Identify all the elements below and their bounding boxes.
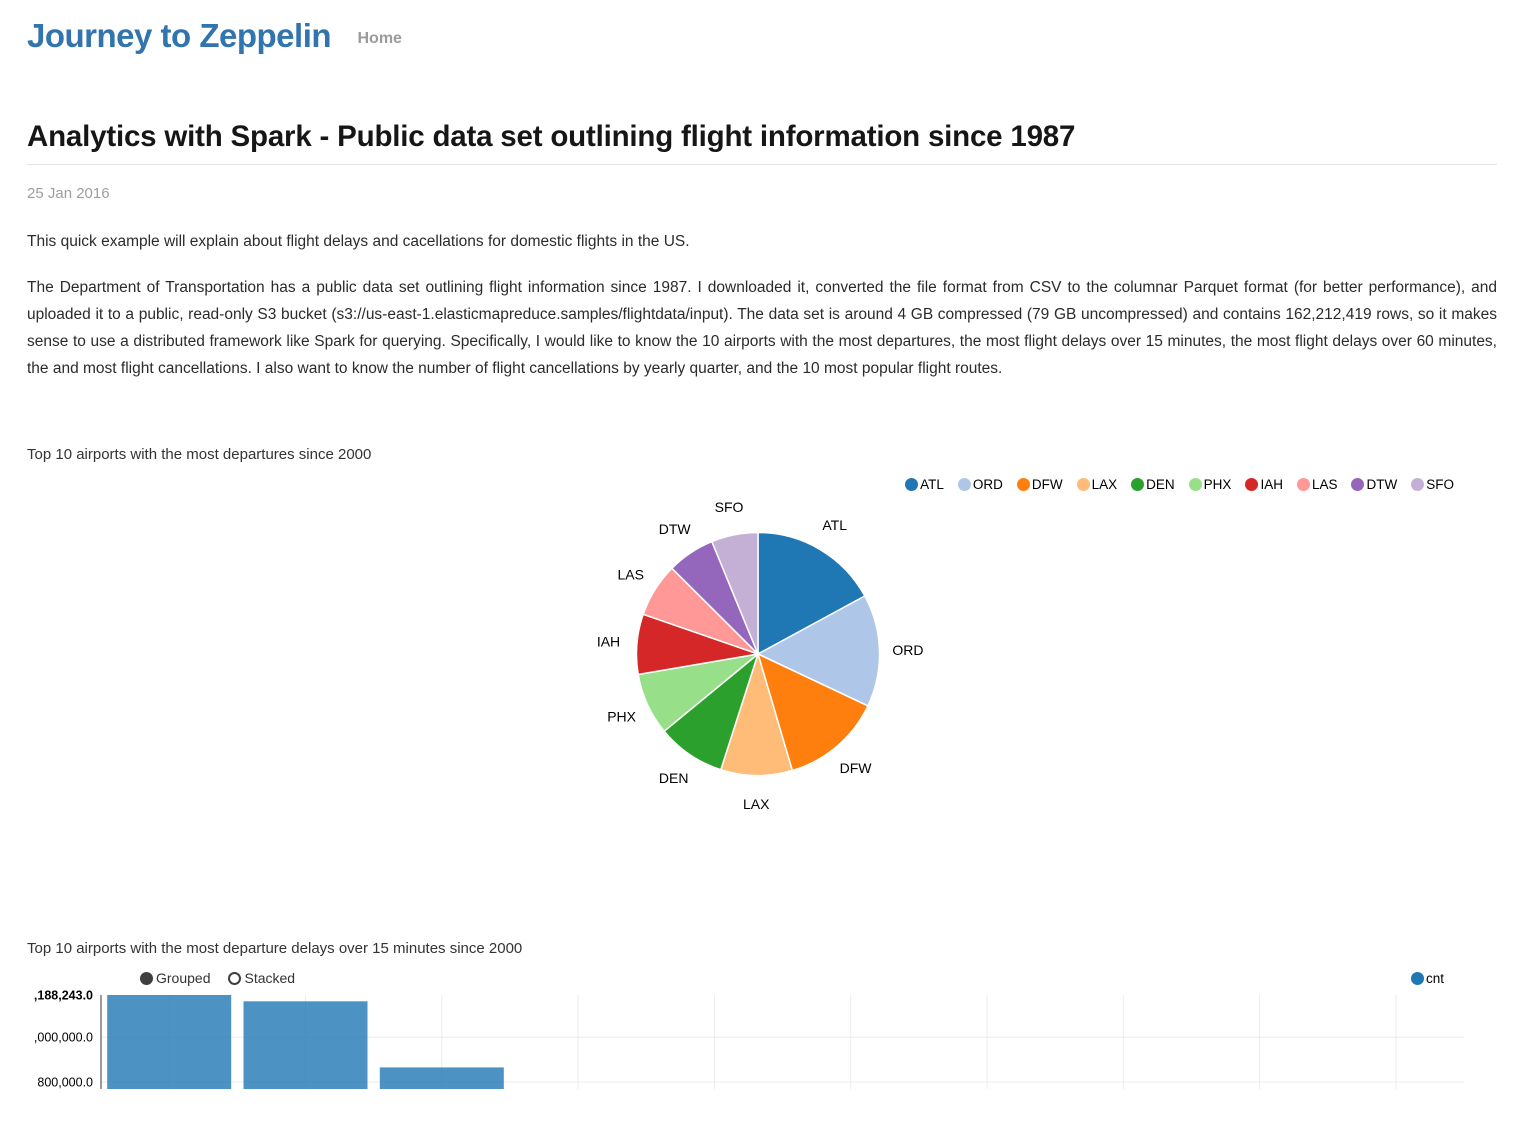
legend-swatch-LAS <box>1296 478 1310 491</box>
site-header: Journey to Zeppelin Home <box>27 0 1497 56</box>
radio-unselected-icon <box>228 971 242 985</box>
bar-chart-mode-controls: Grouped Stacked <box>140 970 295 986</box>
pie-label-DTW: DTW <box>659 521 692 537</box>
pie-label-DFW: DFW <box>840 760 873 776</box>
site-title-link[interactable]: Journey to Zeppelin <box>27 17 332 54</box>
pie-chart-canvas: ATL ORD DFW LAX DEN PHX IAH LAS DTW SFO <box>597 499 924 812</box>
pie-label-LAS: LAS <box>617 567 643 583</box>
bar-rect-1[interactable] <box>243 1001 368 1089</box>
legend-label-ATL: ATL <box>920 477 944 492</box>
legend-swatch-PHX <box>1188 478 1202 491</box>
legend-item-DFW[interactable]: DFW <box>1016 477 1063 492</box>
bar-chart-canvas: ,188,243.0 ,000,000.0 800,000.0 <box>34 989 1464 1090</box>
control-grouped-label: Grouped <box>156 970 211 986</box>
pie-label-LAX: LAX <box>743 796 770 812</box>
control-stacked-label: Stacked <box>244 970 296 986</box>
y-axis-tick-label: ,188,243.0 <box>34 989 93 1003</box>
pie-label-DEN: DEN <box>659 770 689 786</box>
legend-label-LAX: LAX <box>1091 477 1118 492</box>
bar-chart-controls-row: Grouped Stacked cnt <box>27 969 1497 987</box>
legend-item-DEN[interactable]: DEN <box>1131 477 1175 492</box>
pie-label-SFO: SFO <box>715 499 744 515</box>
pie-slice-ATL[interactable] <box>757 531 866 656</box>
legend-swatch-LAX <box>1076 478 1090 491</box>
legend-item-IAH[interactable]: IAH <box>1245 477 1283 492</box>
legend-swatch-DTW <box>1351 478 1365 491</box>
post-paragraph-2: The Department of Transportation has a p… <box>27 279 1497 377</box>
pie-slice-SFO[interactable] <box>710 531 759 655</box>
post-title: Analytics with Spark - Public data set o… <box>27 120 1497 165</box>
legend-label-DTW: DTW <box>1366 477 1398 492</box>
y-axis-tick-label: ,000,000.0 <box>34 1031 93 1045</box>
pie-slice-DFW[interactable] <box>756 652 869 772</box>
bar-rect-0[interactable] <box>107 995 232 1089</box>
legend-label-cnt: cnt <box>1425 970 1444 986</box>
post-date: 25 Jan 2016 <box>27 185 110 202</box>
control-stacked[interactable]: Stacked <box>228 970 295 986</box>
legend-item-LAX[interactable]: LAX <box>1076 477 1118 492</box>
legend-item-ATL[interactable]: ATL <box>905 477 944 492</box>
legend-label-DFW: DFW <box>1031 477 1063 492</box>
pie-label-IAH: IAH <box>597 634 620 650</box>
legend-swatch-ATL <box>905 478 919 491</box>
legend-swatch-SFO <box>1411 478 1425 491</box>
legend-swatch-ORD <box>957 478 971 491</box>
post-paragraph-1: This quick example will explain about fl… <box>27 233 690 250</box>
pie-chart-section: Top 10 airports with the most departures… <box>27 446 1497 825</box>
legend-item-ORD[interactable]: ORD <box>957 477 1003 492</box>
pie-label-ATL: ATL <box>822 517 847 533</box>
control-grouped[interactable]: Grouped <box>140 970 210 986</box>
bar-chart-title: Top 10 airports with the most departure … <box>27 940 523 957</box>
legend-item-DTW[interactable]: DTW <box>1351 477 1397 492</box>
legend-label-LAS: LAS <box>1311 477 1338 492</box>
legend-label-PHX: PHX <box>1203 477 1232 492</box>
legend-swatch-cnt <box>1410 971 1424 985</box>
pie-chart-legend: ATL ORD DFW LAX DEN PHX IAH LAS DTW SFO <box>27 476 1454 493</box>
y-axis-tick-label: 800,000.0 <box>37 1076 93 1090</box>
pie-chart-title: Top 10 airports with the most departures… <box>27 446 372 463</box>
page-content: Journey to Zeppelin Home Analytics with … <box>27 0 1497 1089</box>
legend-label-SFO: SFO <box>1426 477 1454 492</box>
legend-swatch-IAH <box>1245 478 1259 491</box>
legend-item-SFO[interactable]: SFO <box>1411 477 1454 492</box>
bar-rect-2[interactable] <box>379 1067 504 1089</box>
legend-swatch-DFW <box>1016 478 1030 491</box>
radio-selected-icon <box>140 971 153 985</box>
pie-slice-ORD[interactable] <box>756 594 881 707</box>
legend-item-cnt[interactable]: cnt <box>1410 970 1444 986</box>
legend-item-PHX[interactable]: PHX <box>1188 477 1232 492</box>
pie-label-PHX: PHX <box>607 708 636 724</box>
legend-swatch-DEN <box>1131 478 1145 491</box>
legend-item-LAS[interactable]: LAS <box>1296 477 1338 492</box>
legend-label-ORD: ORD <box>972 477 1003 492</box>
nav-home-link[interactable]: Home <box>357 30 402 47</box>
bar-chart-section: Top 10 airports with the most departure … <box>27 940 1497 1089</box>
pie-label-ORD: ORD <box>892 642 923 658</box>
legend-label-IAH: IAH <box>1260 477 1283 492</box>
legend-label-DEN: DEN <box>1146 477 1175 492</box>
